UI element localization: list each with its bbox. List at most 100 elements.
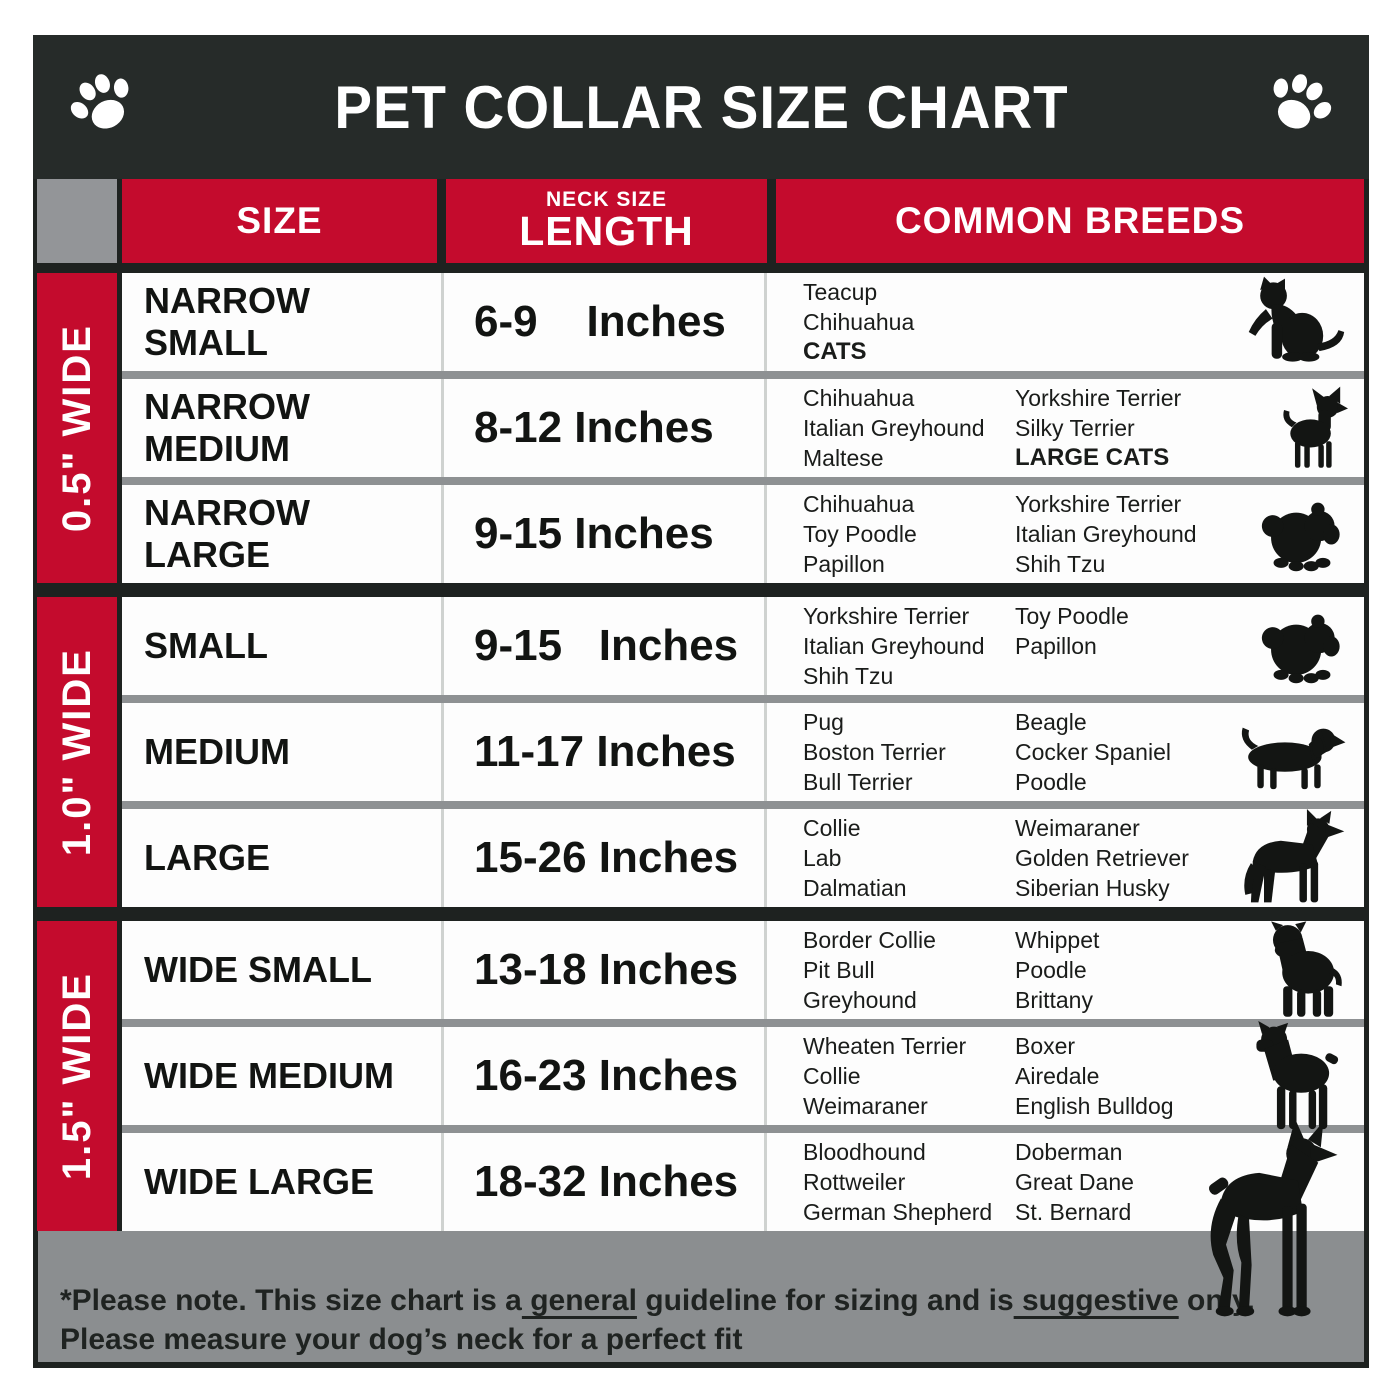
breed-columns: Collie Lab Dalmatian Weimaraner Golden Retri… [803,813,1243,903]
breed-name: Shih Tzu [803,663,894,689]
size-cell: NARROW SMALL [122,273,444,371]
breed-name: Shih Tzu [1015,551,1106,577]
breed-name: Toy Poodle [803,521,917,547]
breeds-cell: Chihuahua Toy Poodle Papillon Yorkshire Ter… [767,485,1364,583]
table-row: LARGE 15-26 Inches Collie Lab Dalmatian Weima… [122,809,1364,907]
breed-name: Pit Bull [803,957,875,983]
breed-column-right: Yorkshire Terrier Italian Greyhound Shih T… [1015,489,1243,579]
breed-name: Greyhound [803,987,917,1013]
width-band-label: 1.0" WIDE [54,647,99,857]
row-separator [122,1125,1364,1133]
breed-name: Lab [803,845,842,871]
chihuahua-icon [1283,386,1348,468]
size-cell: LARGE [122,809,444,907]
breed-column-right: Doberman Great Dane St. Bernard [1015,1137,1243,1227]
breed-name: Yorkshire Terrier [1015,491,1182,517]
size-cell: SMALL [122,597,444,695]
breed-name: English Bulldog [1015,1093,1174,1119]
column-header-breeds: COMMON BREEDS [776,179,1364,263]
breed-name: Maltese [803,445,884,471]
chart-header: PET COLLAR SIZE CHART [33,35,1369,179]
length-cell: 9-15 Inches [444,485,767,583]
shih-tzu-icon [1261,614,1340,684]
breed-column-left: Bloodhound Rottweiler German Shepherd [803,1137,1015,1227]
size-cell: NARROW MEDIUM [122,379,444,477]
size-cell: NARROW LARGE [122,485,444,583]
size-cell: WIDE LARGE [122,1133,444,1231]
paw-icon [70,74,129,129]
section-rows: SMALL 9-15 Inches Yorkshire Terrier Italian… [122,597,1364,907]
breed-name: Cocker Spaniel [1015,739,1171,765]
breed-name: LARGE CATS [1015,444,1170,471]
breed-name: Weimaraner [1015,815,1140,841]
width-band: 1.5" WIDE [37,921,117,1231]
footer-note: *Please note. This size chart is a gener… [38,1231,1364,1362]
breed-name: Whippet [1015,927,1100,953]
breeds-cell: Teacup Chihuahua CATS [767,273,1364,371]
table-row: WIDE MEDIUM 16-23 Inches Wheaten Terrier Co… [122,1021,1364,1130]
breeds-cell: Collie Lab Dalmatian Weimaraner Golden Retri… [767,809,1364,907]
doberman-icon [1208,1119,1338,1317]
breed-column-right: Beagle Cocker Spaniel Poodle [1015,707,1243,797]
breeds-cell: Pug Boston Terrier Bull Terrier Beagle Cocke… [767,703,1364,801]
length-label: LENGTH [519,207,694,254]
size-section: 1.0" WIDE SMALL 9-15 Inches Yorkshire Terri… [37,597,1364,907]
size-cell: WIDE MEDIUM [122,1027,444,1125]
corner-cell [37,179,117,263]
breeds-cell: Yorkshire Terrier Italian Greyhound Shih T… [767,597,1364,695]
breed-column-left: Wheaten Terrier Collie Weimaraner [803,1031,1015,1121]
note-line-2: Please measure your dog’s neck for a per… [60,1323,743,1356]
page-title: PET COLLAR SIZE CHART [333,73,1069,141]
breed-name: Chihuahua [803,491,915,517]
breed-columns: Chihuahua Toy Poodle Papillon Yorkshire Ter… [803,489,1243,579]
table-row: WIDE LARGE 18-32 Inches Bloodhound Rottweil… [122,1119,1364,1317]
breed-name: Silky Terrier [1015,415,1135,441]
breed-columns: Border Collie Pit Bull Greyhound Whippet Poo… [803,925,1243,1015]
row-separator [122,1019,1364,1027]
breed-column-right: Boxer Airedale English Bulldog [1015,1031,1243,1121]
breed-name: Boxer [1015,1033,1076,1059]
breed-name: Papillon [1015,633,1097,659]
length-cell: 8-12 Inches [444,379,767,477]
breed-columns: Pug Boston Terrier Bull Terrier Beagle Cocke… [803,707,1243,797]
breed-column-right: Whippet Poodle Brittany [1015,925,1243,1015]
neck-size-label: NECK SIZE [545,188,667,212]
length-cell: 16-23 Inches [444,1027,767,1125]
column-header-length: NECK SIZE LENGTH [446,179,767,263]
breeds-cell: Bloodhound Rottweiler German Shepherd Dober… [767,1119,1364,1317]
breed-name: Golden Retriever [1015,845,1189,871]
section-rows: WIDE SMALL 13-18 Inches Border Collie Pit B… [122,921,1364,1317]
breed-name: Yorkshire Terrier [803,603,970,629]
width-band-label: 0.5" WIDE [54,323,99,533]
breeds-cell: Border Collie Pit Bull Greyhound Whippet Poo… [767,921,1364,1019]
breed-column-left: Yorkshire Terrier Italian Greyhound Shih T… [803,601,1015,691]
breed-name: Italian Greyhound [803,415,985,441]
boxer-icon [1256,1021,1339,1130]
breed-column-left: Chihuahua Toy Poodle Papillon [803,489,1015,579]
size-section: 1.5" WIDE WIDE SMALL 13-18 Inches Border Co… [37,921,1364,1317]
size-cell: MEDIUM [122,703,444,801]
breeds-cell: Chihuahua Italian Greyhound Maltese Yorkshi… [767,379,1364,477]
breed-name: Italian Greyhound [803,633,985,659]
pet-collar-size-chart: PET COLLAR SIZE CHART SIZE NECK SIZE LEN… [33,35,1369,1368]
table-header-row: SIZE NECK SIZE LENGTH COMMON BREEDS [33,179,1369,263]
note-segment: *Please note. This size chart is a [60,1284,522,1317]
breed-name: Bull Terrier [803,769,913,795]
breed-columns: Yorkshire Terrier Italian Greyhound Shih T… [803,601,1243,691]
table-body: 0.5" WIDE NARROW SMALL 6-9 Inches Teacup Chi… [33,273,1369,1317]
breed-column-right: Weimaraner Golden Retriever Siberian Husky [1015,813,1243,903]
shih-tzu-icon [1261,502,1340,572]
row-separator [122,477,1364,485]
breed-name: Poodle [1015,957,1087,983]
breeds-cell: Wheaten Terrier Collie Weimaraner Boxer Aire… [767,1021,1364,1130]
width-band: 0.5" WIDE [37,273,117,583]
table-row: MEDIUM 11-17 Inches Pug Boston Terrier Bull … [122,703,1364,801]
size-cell: WIDE SMALL [122,921,444,1019]
breed-column-right: Yorkshire Terrier Silky Terrier LARGE CATS [1015,383,1243,473]
breed-name: Doberman [1015,1139,1123,1165]
breed-column-left: Pug Boston Terrier Bull Terrier [803,707,1015,797]
breed-name: German Shepherd [803,1199,993,1225]
row-separator [122,371,1364,379]
breed-name: Collie [803,1063,861,1089]
table-row: WIDE SMALL 13-18 Inches Border Collie Pit B… [122,921,1364,1019]
